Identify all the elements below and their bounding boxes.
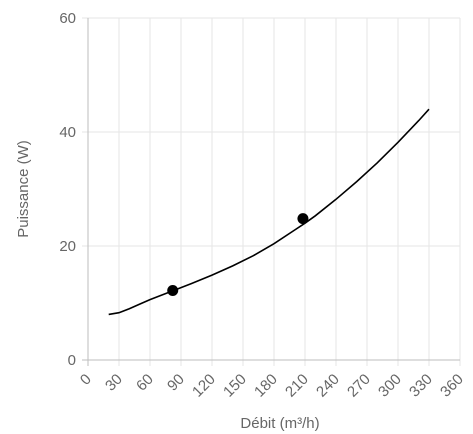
axes — [82, 18, 460, 366]
x-tick-label: 60 — [133, 371, 157, 395]
series-line — [108, 108, 430, 316]
x-tick-label: 0 — [77, 371, 95, 389]
grid-lines — [82, 17, 461, 366]
x-tick-label: 150 — [220, 371, 250, 401]
x-tick-label: 90 — [164, 371, 188, 395]
y-tick-labels: 0 20 40 60 — [59, 10, 76, 369]
x-tick-label: 210 — [282, 371, 312, 401]
y-axis-title: Puissance (W) — [15, 140, 32, 238]
y-tick-label: 60 — [59, 10, 76, 27]
y-tick-label: 20 — [59, 238, 76, 255]
series-group — [108, 108, 430, 316]
y-tick-label: 40 — [59, 124, 76, 141]
x-tick-label: 30 — [102, 371, 126, 395]
x-tick-label: 360 — [437, 371, 467, 401]
data-point-marker — [167, 284, 179, 296]
x-tick-label: 120 — [189, 371, 219, 401]
y-tick-label: 0 — [68, 352, 76, 369]
x-tick-label: 180 — [251, 371, 281, 401]
x-tick-label: 330 — [406, 371, 436, 401]
data-point-marker — [297, 213, 309, 225]
markers-group — [167, 213, 309, 296]
x-axis-title: Débit (m³/h) — [240, 415, 319, 432]
x-tick-label: 300 — [375, 371, 405, 401]
x-tick-label: 270 — [344, 371, 374, 401]
x-tick-label: 240 — [313, 371, 343, 401]
x-tick-labels: 0 30 60 90 120 150 180 210 240 270 300 330 360 — [77, 371, 467, 401]
